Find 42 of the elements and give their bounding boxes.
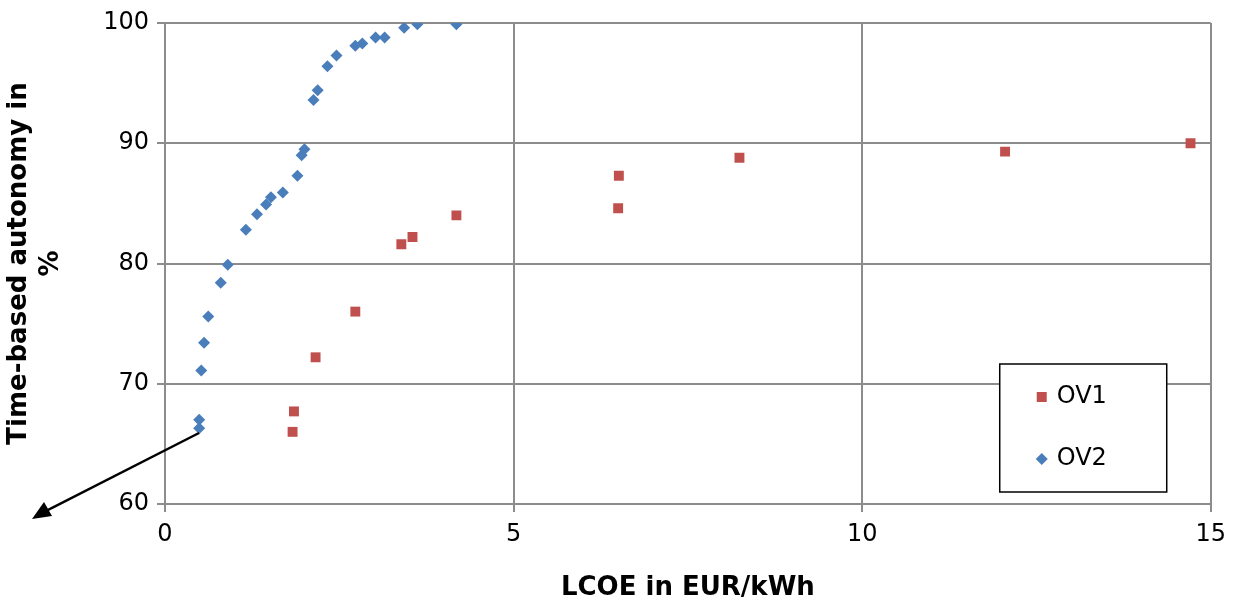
y-tick-label: 60 <box>118 488 149 517</box>
y-tick-label: 70 <box>118 367 149 396</box>
point <box>239 223 252 236</box>
x-axis-title: LCOE in EUR/kWh <box>560 571 815 602</box>
legend-label: OV1 <box>1056 381 1107 410</box>
point <box>396 239 407 250</box>
point <box>311 84 324 97</box>
point <box>734 152 745 163</box>
point <box>356 37 369 50</box>
point <box>198 336 211 349</box>
point <box>307 93 320 106</box>
point <box>310 352 321 363</box>
point <box>1185 138 1196 149</box>
y-tick-label: 80 <box>118 247 149 276</box>
x-tick-label: 10 <box>846 518 878 547</box>
point <box>613 203 624 214</box>
point <box>214 276 227 289</box>
point <box>291 169 304 182</box>
point <box>264 191 277 204</box>
point <box>1000 146 1011 157</box>
x-tick-label: 5 <box>505 518 522 547</box>
legend-label: OV2 <box>1056 443 1107 472</box>
point <box>321 60 334 73</box>
x-tick-label: 0 <box>157 518 173 547</box>
point <box>221 258 234 271</box>
point <box>451 210 462 221</box>
point <box>398 23 411 34</box>
point <box>350 306 361 317</box>
point <box>407 232 418 242</box>
point <box>289 406 299 417</box>
x-tick-label: 15 <box>1195 518 1226 547</box>
y-tick-label: 90 <box>118 127 149 156</box>
point <box>613 170 624 181</box>
y-tick-label: 100 <box>103 7 149 36</box>
point <box>251 208 264 221</box>
point <box>195 364 208 377</box>
point <box>330 49 343 62</box>
point <box>260 198 273 211</box>
point <box>202 310 215 323</box>
point <box>276 186 289 199</box>
y-axis-title: Time-based autonomy in % <box>2 82 64 445</box>
point <box>287 426 298 437</box>
